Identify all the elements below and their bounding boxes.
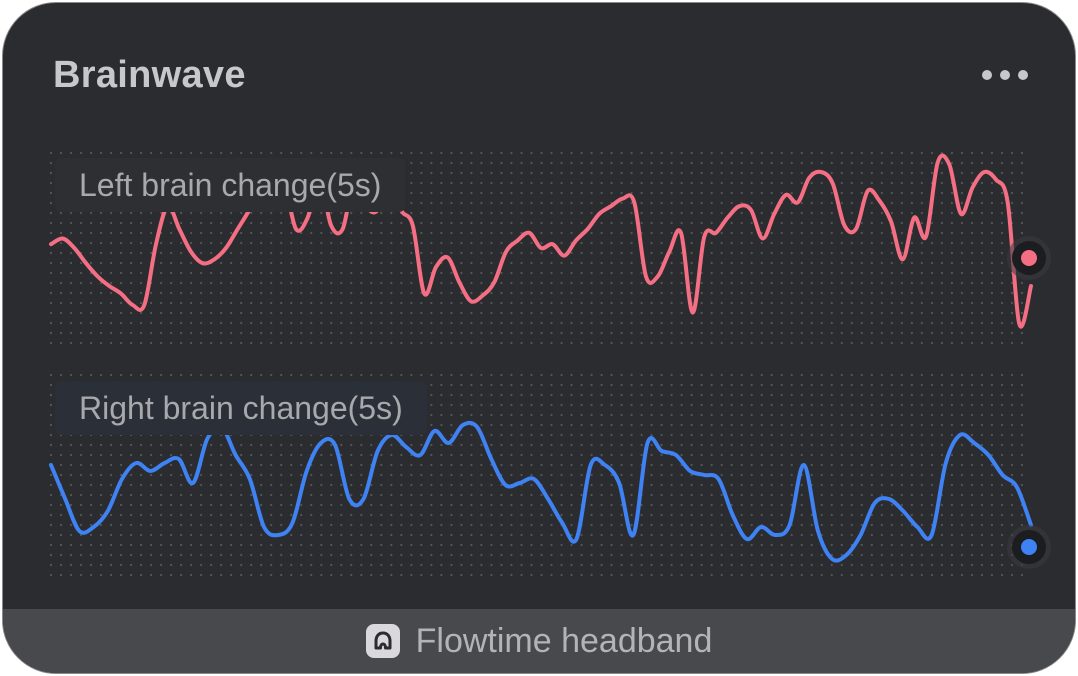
right-brain-chart-label: Right brain change(5s) xyxy=(55,381,427,435)
more-horizontal-icon[interactable] xyxy=(975,63,1035,87)
card-title: Brainwave xyxy=(53,54,246,96)
more-dot xyxy=(1018,70,1028,80)
right-brain-chart-line xyxy=(49,420,1033,563)
more-dot xyxy=(982,70,992,80)
device-footer[interactable]: Flowtime headband xyxy=(3,609,1075,673)
left-brain-chart-line xyxy=(49,153,1033,329)
left-brain-chart-current-point xyxy=(1007,236,1051,280)
more-dot xyxy=(1000,70,1010,80)
left-brain-chart-svg xyxy=(49,151,1051,345)
left-brain-chart: Left brain change(5s) xyxy=(49,148,1051,353)
headband-icon xyxy=(365,624,400,658)
right-brain-chart-svg xyxy=(49,373,1051,577)
left-brain-chart-grid xyxy=(49,151,1033,345)
device-name: Flowtime headband xyxy=(415,622,713,660)
right-brain-chart: Right brain change(5s) xyxy=(49,371,1051,581)
left-brain-chart-label: Left brain change(5s) xyxy=(55,158,406,212)
right-brain-chart-current-point xyxy=(1007,525,1051,569)
